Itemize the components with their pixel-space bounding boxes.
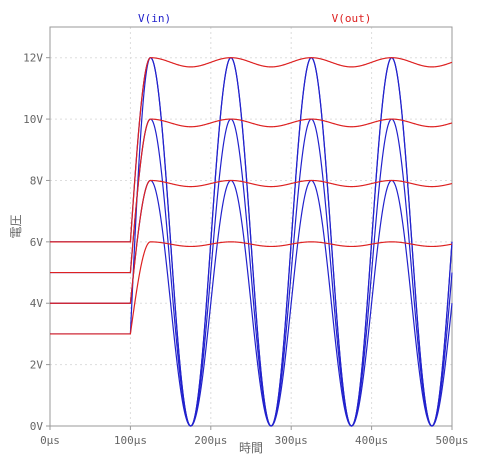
legend: V(in) V(out): [138, 12, 371, 25]
vout-curve-3: [50, 57, 453, 243]
y-tick-label-0: 0V: [30, 420, 44, 433]
x-axis-label: 時間: [239, 441, 263, 455]
series-layer: [50, 57, 453, 427]
x-tick-label-4: 400µs: [355, 434, 388, 447]
y-axis-label: 電圧: [9, 214, 23, 238]
legend-entry-1: V(out): [332, 12, 372, 25]
x-tick-label-2: 200µs: [194, 434, 227, 447]
ticks: 0µs 100µs 200µs 300µs 400µs 500µs 0V 2V 4V 6V 8V 10…: [23, 52, 468, 447]
x-tick-label-5: 500µs: [435, 434, 468, 447]
y-tick-label-6: 12V: [23, 52, 43, 65]
vout-curve-2: [50, 118, 453, 274]
y-tick-label-4: 8V: [30, 174, 44, 187]
grid: [49, 27, 453, 427]
plot-frame: [49, 26, 453, 427]
vout-curve-0: [50, 241, 453, 335]
legend-entry-0: V(in): [138, 12, 171, 25]
y-tick-label-1: 2V: [30, 359, 44, 372]
x-tick-label-1: 100µs: [114, 434, 147, 447]
y-tick-label-3: 6V: [30, 236, 44, 249]
x-tick-label-3: 300µs: [275, 434, 308, 447]
x-tick-label-0: 0µs: [40, 434, 60, 447]
y-tick-label-2: 4V: [30, 297, 44, 310]
vout-curve-1: [50, 179, 453, 304]
y-tick-label-5: 10V: [23, 113, 43, 126]
